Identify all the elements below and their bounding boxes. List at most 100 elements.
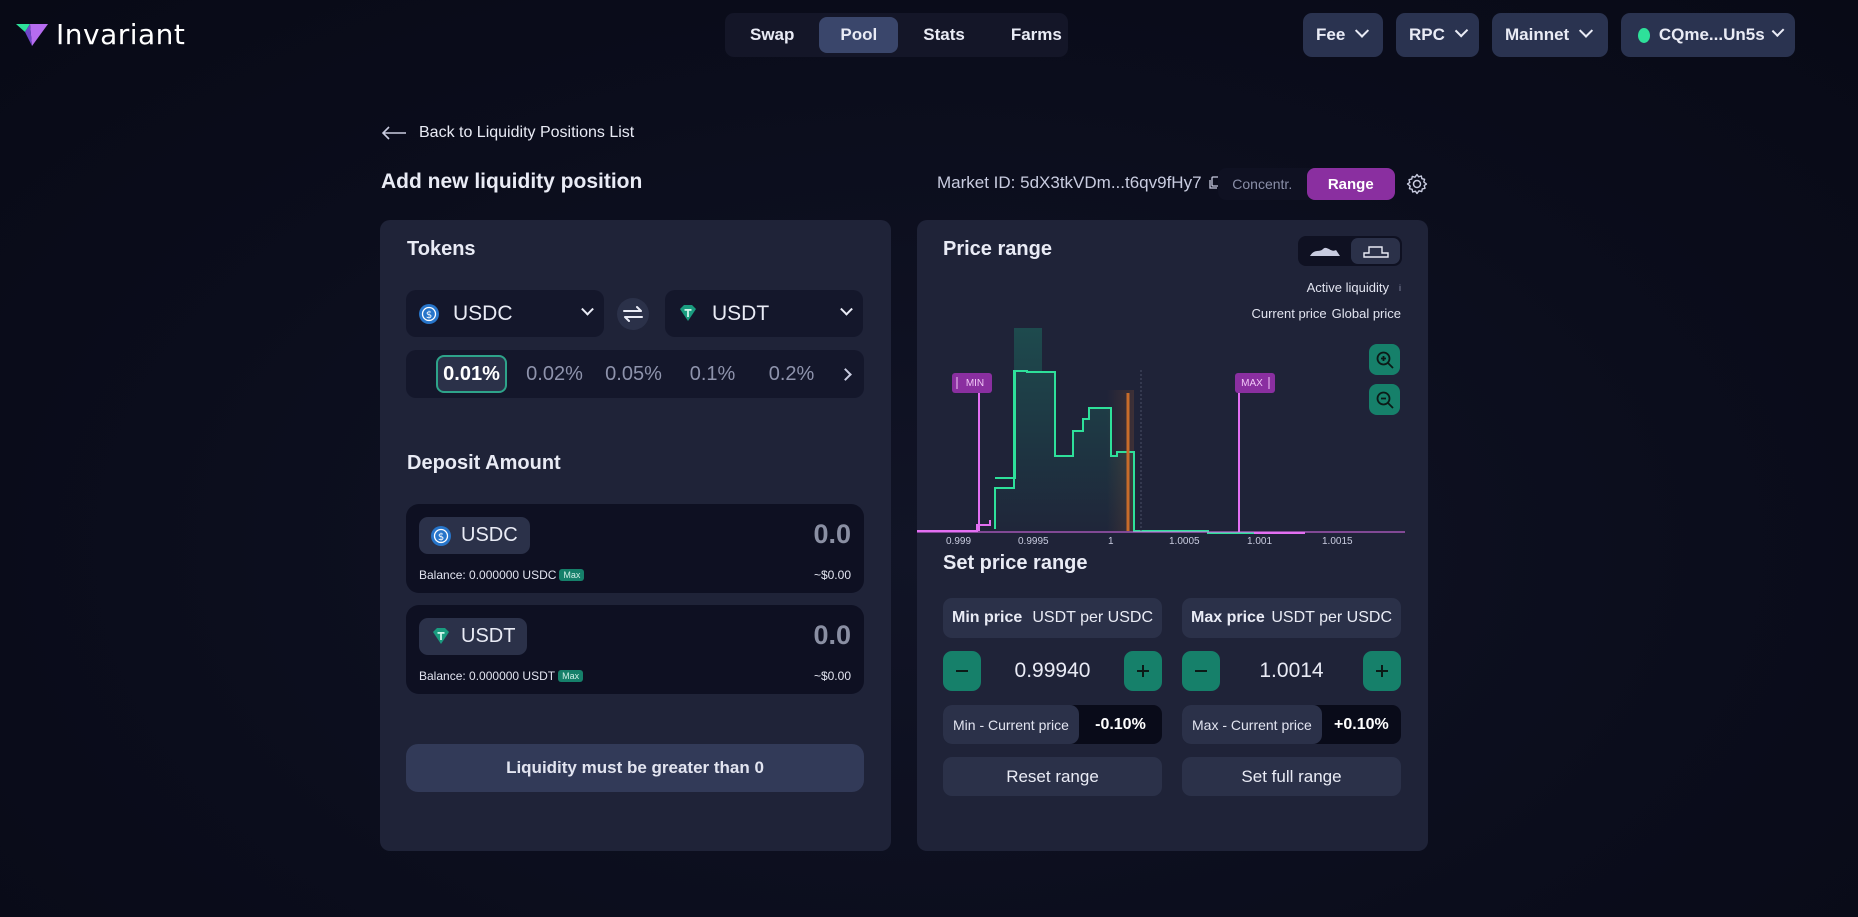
deposit-balance: Balance: 0.000000 USDC Max — [419, 568, 585, 582]
deposit-token-usdt[interactable]: USDT — [419, 618, 528, 655]
min-flag[interactable]: MIN — [965, 378, 985, 389]
mode-concentrated[interactable]: Concentr. — [1232, 176, 1293, 192]
fee-tier-option[interactable]: 0.05% — [605, 362, 662, 385]
min-current-label: Min - Current price — [943, 705, 1079, 744]
back-label: Back to Liquidity Positions List — [419, 124, 635, 141]
min-price-stepper: 0.99940 — [943, 651, 1162, 691]
max-button[interactable]: Max — [558, 670, 584, 682]
info-icon[interactable]: i — [1399, 282, 1401, 293]
legend-active-liquidity: Active liquidity i — [1307, 280, 1401, 295]
mode-range[interactable]: Range — [1306, 168, 1395, 200]
svg-text:$: $ — [438, 532, 444, 543]
view-discrete[interactable] — [1351, 238, 1400, 264]
price-range-title: Price range — [943, 238, 1052, 260]
wallet-address: CQme...Un5s — [1658, 25, 1765, 44]
zoom-out-button[interactable] — [1369, 384, 1400, 415]
tokens-title: Tokens — [407, 238, 476, 260]
token-a-select[interactable]: $ USDC — [406, 290, 604, 337]
invariant-logo-icon — [16, 23, 48, 46]
max-price-stepper: 1.0014 — [1182, 651, 1401, 691]
max-flag-bg — [1235, 373, 1275, 393]
usdc-icon: $ — [419, 303, 439, 324]
chevron-down-icon — [1579, 23, 1594, 38]
deposit-usd-value: ~$0.00 — [813, 568, 851, 582]
deposit-usdc: $ USDC 0.0 Balance: 0.000000 USDC Max ~$… — [406, 504, 864, 593]
max-price-label: Max price — [1191, 609, 1265, 626]
chevron-right-icon[interactable] — [839, 367, 852, 381]
fee-tier-option[interactable]: 0.2% — [768, 362, 815, 385]
back-link[interactable]: Back to Liquidity Positions List — [381, 124, 634, 142]
wallet-button[interactable]: CQme...Un5s — [1621, 13, 1795, 57]
min-price-decrement[interactable] — [943, 651, 981, 691]
fee-button[interactable]: Fee — [1303, 13, 1383, 57]
tick-label: 1.0015 — [1322, 536, 1353, 547]
max-price-increment[interactable] — [1363, 651, 1401, 691]
tokens-panel: Tokens $ USDC USDT 0.01% 0.02% 0.05% 0.1… — [380, 220, 891, 851]
max-button[interactable]: Max — [559, 569, 585, 581]
token-b-select[interactable]: USDT — [665, 290, 863, 337]
add-liquidity-button[interactable]: Liquidity must be greater than 0 — [406, 744, 864, 792]
set-full-range-button[interactable]: Set full range — [1182, 757, 1401, 796]
market-id: Market ID: 5dX3tkVDm...t6qv9fHy7 — [937, 173, 1221, 193]
deposit-token-usdc[interactable]: $ USDC — [419, 517, 530, 554]
network-label: Mainnet — [1505, 25, 1570, 44]
fee-tier-option[interactable]: 0.1% — [689, 362, 736, 385]
max-price-unit: USDT per USDC — [1271, 609, 1392, 626]
tab-stats[interactable]: Stats — [923, 25, 965, 44]
deposit-amount-input[interactable]: 0.0 — [813, 519, 851, 549]
view-continuous[interactable] — [1300, 238, 1349, 264]
tick-label: 0.9995 — [1018, 536, 1049, 547]
deposit-usdt: USDT 0.0 Balance: 0.000000 USDT Max ~$0.… — [406, 605, 864, 694]
tab-pool[interactable]: Pool — [819, 17, 899, 53]
fee-tier-option[interactable]: 0.01% — [436, 355, 507, 393]
network-button[interactable]: Mainnet — [1492, 13, 1608, 57]
settings-gear-icon[interactable] — [1405, 172, 1429, 196]
chevron-down-icon — [1355, 23, 1370, 38]
deposit-usd-value: ~$0.00 — [813, 669, 851, 683]
usdt-icon — [680, 304, 696, 321]
chevron-down-icon — [581, 302, 594, 316]
min-price-input[interactable]: 0.99940 — [1014, 659, 1091, 682]
tick-label: 1.001 — [1247, 536, 1273, 547]
min-current-diff: Min - Current price -0.10% — [943, 705, 1162, 744]
min-price-increment[interactable] — [1124, 651, 1162, 691]
usdc-icon: $ — [431, 525, 451, 546]
app-logo[interactable]: Invariant — [16, 18, 185, 51]
max-price-decrement[interactable] — [1182, 651, 1220, 691]
zoom-in-icon — [1376, 351, 1394, 369]
max-current-value: +0.10% — [1334, 715, 1389, 733]
tick-label: 1.0005 — [1169, 536, 1200, 547]
min-price-label: Min price — [952, 609, 1023, 626]
liquidity-top-step — [995, 370, 1027, 479]
deposit-balance: Balance: 0.000000 USDT Max — [419, 669, 584, 683]
fee-label: Fee — [1316, 25, 1346, 44]
arrow-left-icon — [381, 126, 406, 140]
legend-current-price: Current price — [1251, 306, 1327, 321]
continuous-chart-icon — [1309, 247, 1340, 256]
zoom-in-button[interactable] — [1369, 344, 1400, 375]
token-a-label: USDC — [453, 301, 513, 325]
price-range-panel: Price range Active liquidity i Current p… — [917, 220, 1428, 851]
tick-label: 1 — [1108, 536, 1114, 547]
rpc-button[interactable]: RPC — [1396, 13, 1479, 57]
max-flag[interactable]: MAX — [1241, 378, 1263, 389]
balance-text: Balance: 0.000000 USDC — [419, 568, 557, 582]
min-flag-bg — [952, 373, 992, 393]
min-price-header: Min price USDT per USDC — [943, 598, 1162, 638]
deposit-amount-input[interactable]: 0.0 — [813, 620, 851, 650]
app-name: Invariant — [56, 18, 186, 51]
min-price-unit: USDT per USDC — [1032, 609, 1153, 626]
max-current-diff: Max - Current price +0.10% — [1182, 705, 1401, 744]
swap-tokens-button[interactable] — [617, 298, 649, 330]
tab-farms[interactable]: Farms — [1010, 25, 1062, 44]
fee-tier-option[interactable]: 0.02% — [526, 362, 583, 385]
tick-label: 0.999 — [946, 536, 972, 547]
svg-text:$: $ — [426, 310, 432, 321]
reset-range-button[interactable]: Reset range — [943, 757, 1162, 796]
max-price-input[interactable]: 1.0014 — [1259, 659, 1324, 682]
chevron-down-icon — [1454, 24, 1469, 38]
tab-swap[interactable]: Swap — [750, 25, 795, 44]
legend-active-label: Active liquidity — [1306, 280, 1389, 295]
deposit-token-label: USDC — [461, 524, 518, 546]
minus-icon — [1195, 670, 1207, 672]
